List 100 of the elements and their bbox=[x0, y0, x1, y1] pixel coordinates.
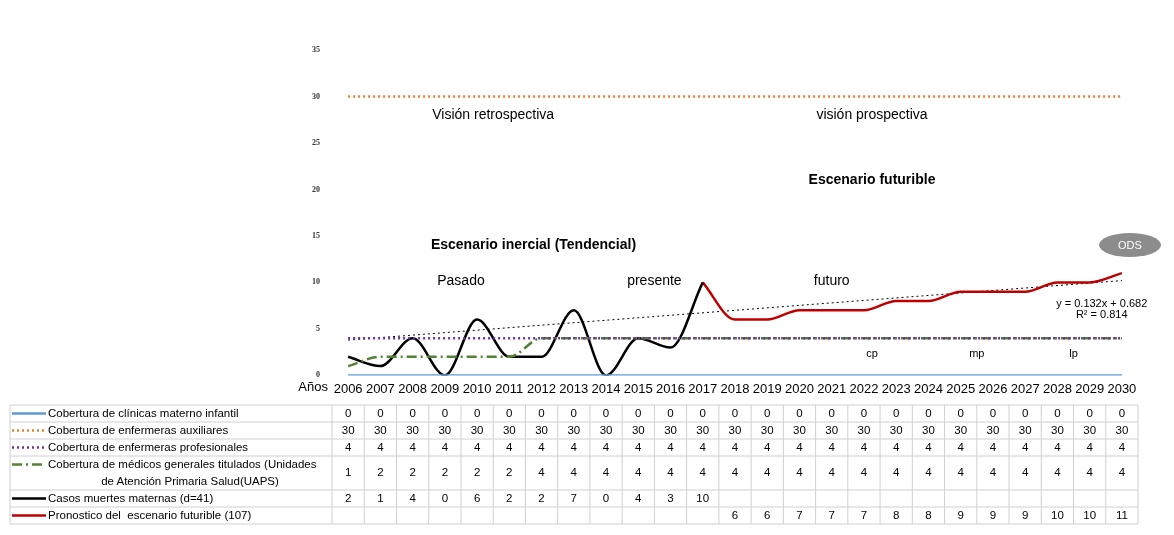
annotation: cp bbox=[866, 347, 878, 360]
data-label: 30 bbox=[728, 423, 742, 436]
data-label: 2 bbox=[377, 466, 384, 479]
x-tick-label: 2022 bbox=[849, 380, 879, 396]
data-label: 4 bbox=[796, 466, 804, 479]
x-tick-label: 2030 bbox=[1107, 380, 1137, 396]
data-label: 4 bbox=[667, 440, 675, 453]
y-tick-label: 5 bbox=[316, 323, 320, 333]
data-label: 0 bbox=[506, 406, 513, 419]
data-label: 0 bbox=[1086, 406, 1093, 419]
data-label: 2 bbox=[344, 491, 352, 504]
data-label: 0 bbox=[441, 406, 449, 419]
annotation: y = 0.132x + 0.682 bbox=[1056, 296, 1148, 309]
x-tick-label: 2011 bbox=[495, 380, 524, 396]
x-tick-label: 2012 bbox=[527, 380, 557, 396]
x-tick-label: 2008 bbox=[398, 380, 428, 396]
data-label: 4 bbox=[473, 440, 481, 453]
x-tick-label: 2006 bbox=[333, 380, 363, 396]
data-label: 0 bbox=[699, 406, 706, 419]
x-tick-label: 2021 bbox=[817, 380, 847, 396]
data-label: 4 bbox=[699, 466, 707, 479]
data-label: 4 bbox=[377, 440, 385, 453]
x-tick-label: 2028 bbox=[1042, 380, 1072, 396]
annotation: Escenario inercial (Tendencial) bbox=[430, 236, 637, 253]
data-label: 4 bbox=[957, 466, 965, 479]
data-label: 4 bbox=[828, 466, 836, 479]
data-label: 2 bbox=[409, 466, 416, 479]
data-label: 4 bbox=[731, 466, 739, 479]
data-label: 4 bbox=[1086, 440, 1094, 453]
data-label: 4 bbox=[1086, 466, 1094, 479]
data-label: 6 bbox=[764, 508, 771, 521]
data-label: 0 bbox=[1118, 406, 1126, 419]
data-label: 4 bbox=[602, 440, 610, 453]
data-label: 0 bbox=[1054, 406, 1061, 419]
legend-label: Cobertura de enfermeras profesionales bbox=[48, 440, 249, 453]
data-label: 0 bbox=[1021, 406, 1029, 419]
data-label: 4 bbox=[570, 466, 578, 479]
data-label: 30 bbox=[631, 423, 645, 436]
data-label: 4 bbox=[1021, 466, 1029, 479]
data-label: 0 bbox=[796, 406, 803, 419]
data-label: 4 bbox=[764, 440, 772, 453]
data-label: 4 bbox=[635, 440, 643, 453]
data-label: 4 bbox=[506, 440, 514, 453]
annotation: Visión retrospectiva bbox=[432, 105, 555, 122]
data-label: 30 bbox=[1018, 423, 1032, 436]
data-label: 4 bbox=[731, 440, 739, 453]
data-label: 30 bbox=[1115, 423, 1129, 436]
data-label: 4 bbox=[828, 440, 836, 453]
x-tick-label: 2014 bbox=[591, 380, 621, 396]
data-label: 4 bbox=[635, 491, 643, 504]
y-tick-label: 25 bbox=[312, 138, 320, 148]
y-tick-label: 20 bbox=[312, 184, 320, 194]
data-label: 0 bbox=[764, 406, 771, 419]
data-label: 4 bbox=[538, 440, 546, 453]
data-label: 30 bbox=[696, 423, 710, 436]
oval-badge: ODS bbox=[1098, 233, 1161, 258]
data-label: 0 bbox=[602, 406, 610, 419]
data-label: 4 bbox=[925, 440, 933, 453]
data-label: 4 bbox=[796, 440, 804, 453]
data-label: 0 bbox=[828, 406, 835, 419]
data-label: 0 bbox=[957, 406, 964, 419]
x-tick-label: 2027 bbox=[1010, 380, 1040, 396]
data-label: 4 bbox=[409, 440, 417, 453]
data-label: 4 bbox=[602, 466, 610, 479]
x-tick-label: 2013 bbox=[559, 380, 589, 396]
data-label: 0 bbox=[602, 491, 610, 504]
data-label: 2 bbox=[506, 466, 513, 479]
y-tick-label: 15 bbox=[312, 231, 320, 241]
data-label: 7 bbox=[796, 508, 803, 521]
data-label: 0 bbox=[344, 406, 352, 419]
data-label: 2 bbox=[473, 466, 481, 479]
data-label: 4 bbox=[1118, 440, 1126, 453]
annotation: R² = 0.814 bbox=[1075, 308, 1128, 321]
data-label: 4 bbox=[860, 440, 868, 453]
annotation: Escenario futurible bbox=[808, 171, 936, 188]
x-tick-label: 2015 bbox=[623, 380, 653, 396]
data-label: 3 bbox=[667, 491, 674, 504]
data-label: 9 bbox=[989, 508, 997, 521]
data-label: 10 bbox=[1051, 508, 1064, 521]
x-tick-label: 2010 bbox=[462, 380, 492, 396]
data-label: 0 bbox=[377, 406, 384, 419]
x-tick-label: 2016 bbox=[656, 380, 685, 396]
annotation: mp bbox=[969, 347, 985, 360]
data-label: 8 bbox=[925, 508, 932, 521]
data-label: 30 bbox=[857, 423, 871, 436]
x-tick-label: 2017 bbox=[688, 380, 718, 396]
data-label: 4 bbox=[1054, 466, 1062, 479]
y-tick-label: 35 bbox=[312, 45, 320, 55]
data-label: 30 bbox=[341, 423, 355, 436]
annotation: futuro bbox=[813, 271, 850, 288]
legend-label: Cobertura de médicos generales titulados (Unidades de Atención Primaria Salud(UAPS) bbox=[48, 457, 317, 487]
legend-label: Casos muertes maternas (d=41) bbox=[48, 491, 214, 504]
data-label: 4 bbox=[1118, 466, 1126, 479]
data-label: 0 bbox=[667, 406, 674, 419]
data-label: 2 bbox=[441, 466, 449, 479]
data-label: 4 bbox=[344, 440, 352, 453]
data-label: 30 bbox=[664, 423, 677, 436]
data-label: 30 bbox=[502, 423, 516, 436]
data-label: 7 bbox=[828, 508, 835, 521]
data-label: 4 bbox=[699, 440, 707, 453]
